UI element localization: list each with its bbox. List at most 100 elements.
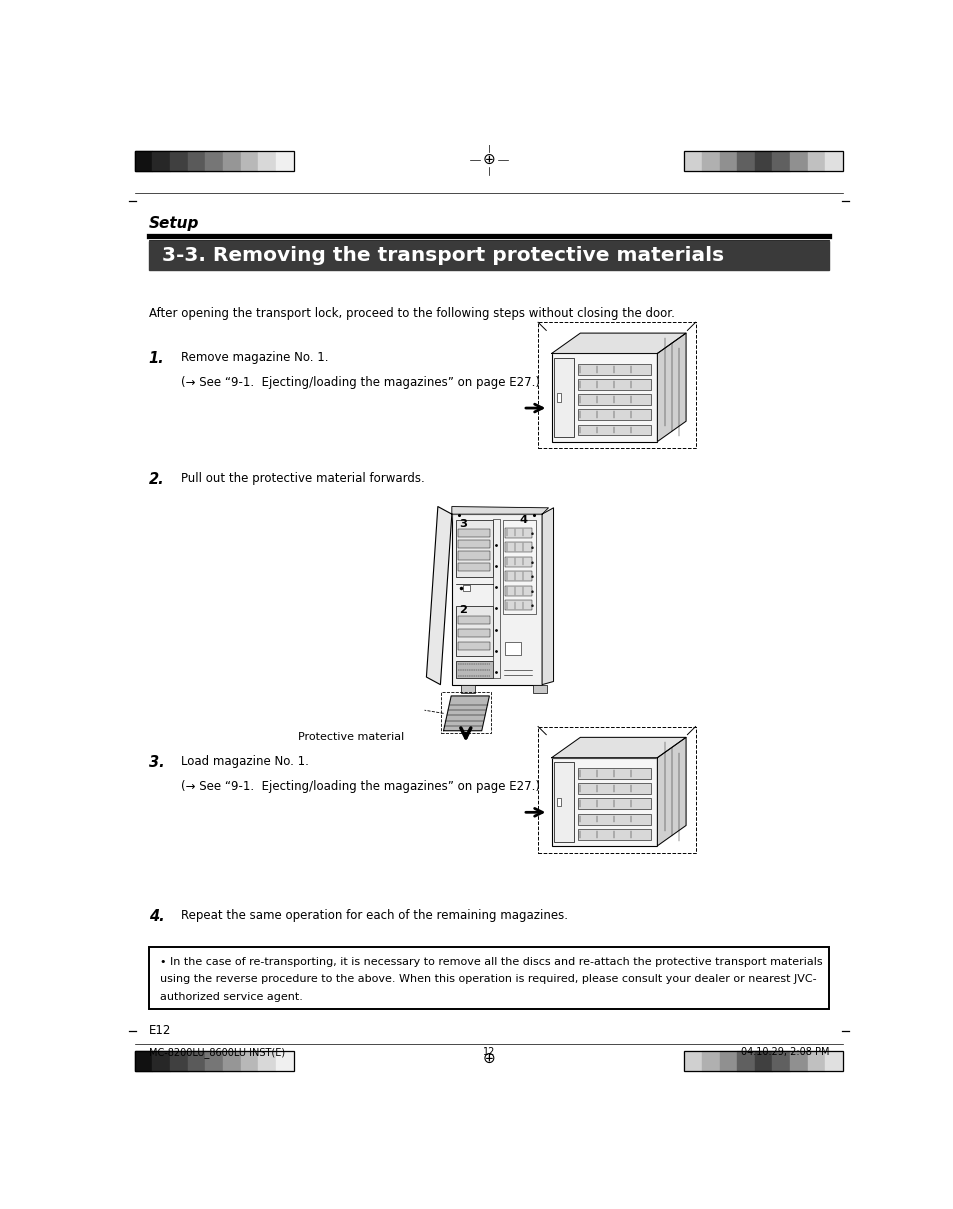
Polygon shape <box>452 507 548 514</box>
Bar <box>807 151 824 172</box>
Bar <box>456 520 492 577</box>
Bar <box>134 1051 152 1071</box>
Bar <box>457 551 490 560</box>
Bar <box>824 151 842 172</box>
Text: E12: E12 <box>149 1024 171 1037</box>
Bar <box>457 615 490 624</box>
Polygon shape <box>551 334 685 353</box>
Bar <box>577 378 650 389</box>
Text: 2.: 2. <box>149 473 164 487</box>
Polygon shape <box>443 696 489 730</box>
Bar <box>577 828 650 840</box>
Bar <box>240 151 258 172</box>
Text: 3: 3 <box>459 519 467 528</box>
Text: 4.: 4. <box>149 909 164 924</box>
Bar <box>456 661 492 678</box>
Bar <box>551 758 657 846</box>
Text: (→ See “9-1.  Ejecting/loading the magazines” on page E27.): (→ See “9-1. Ejecting/loading the magazi… <box>181 376 539 389</box>
Bar <box>505 571 532 582</box>
Bar <box>505 586 532 596</box>
Bar <box>683 151 842 172</box>
Text: Load magazine No. 1.: Load magazine No. 1. <box>181 754 309 768</box>
Bar <box>737 151 754 172</box>
Bar <box>188 151 205 172</box>
Text: 3-3. Removing the transport protective materials: 3-3. Removing the transport protective m… <box>162 245 723 265</box>
Bar <box>789 151 807 172</box>
Text: Protective material: Protective material <box>297 731 403 742</box>
Bar <box>577 410 650 421</box>
Bar <box>452 514 541 684</box>
Bar <box>152 151 170 172</box>
Text: ⊕: ⊕ <box>482 152 495 167</box>
Bar <box>457 562 490 571</box>
Text: 3.: 3. <box>149 754 164 770</box>
Bar <box>772 1051 789 1071</box>
Bar <box>754 151 772 172</box>
Bar <box>440 693 490 733</box>
Bar <box>577 768 650 779</box>
Bar <box>457 528 490 537</box>
Text: 12: 12 <box>482 1047 495 1057</box>
Bar <box>134 151 294 172</box>
Bar <box>457 629 490 637</box>
Text: 1.: 1. <box>149 352 164 366</box>
Polygon shape <box>426 507 452 684</box>
Bar <box>683 1051 701 1071</box>
Bar <box>701 1051 719 1071</box>
Bar <box>532 684 546 694</box>
Text: 04.10.29, 2:08 PM: 04.10.29, 2:08 PM <box>740 1047 828 1057</box>
Bar <box>460 684 475 694</box>
Text: After opening the transport lock, proceed to the following steps without closing: After opening the transport lock, procee… <box>149 307 674 319</box>
Polygon shape <box>541 508 553 684</box>
Bar <box>554 762 573 841</box>
Text: • In the case of re-transporting, it is necessary to remove all the discs and re: • In the case of re-transporting, it is … <box>159 956 821 967</box>
Bar <box>807 1051 824 1071</box>
Bar <box>737 1051 754 1071</box>
Bar <box>134 151 152 172</box>
Bar <box>456 606 492 656</box>
Bar <box>577 394 650 405</box>
Text: Repeat the same operation for each of the remaining magazines.: Repeat the same operation for each of th… <box>181 909 568 922</box>
Text: Remove magazine No. 1.: Remove magazine No. 1. <box>181 352 329 364</box>
Bar <box>457 642 490 650</box>
Bar <box>701 151 719 172</box>
Bar <box>577 364 650 375</box>
Bar <box>205 1051 223 1071</box>
Bar <box>577 783 650 794</box>
Bar <box>719 1051 737 1071</box>
Bar <box>149 948 828 1010</box>
Bar <box>577 814 650 825</box>
Polygon shape <box>657 334 685 441</box>
Bar <box>577 424 650 435</box>
Bar <box>505 642 520 655</box>
Bar <box>275 151 294 172</box>
Bar <box>223 1051 240 1071</box>
Bar <box>152 1051 170 1071</box>
Bar <box>505 542 532 553</box>
Polygon shape <box>551 737 685 758</box>
Bar <box>772 151 789 172</box>
Text: using the reverse procedure to the above. When this operation is required, pleas: using the reverse procedure to the above… <box>159 974 816 984</box>
Bar <box>457 540 490 548</box>
Text: 4: 4 <box>518 515 526 525</box>
Bar <box>754 1051 772 1071</box>
Bar <box>502 520 536 614</box>
Bar <box>205 151 223 172</box>
Bar <box>463 585 469 590</box>
Bar <box>275 1051 294 1071</box>
Bar <box>149 241 828 270</box>
Bar <box>557 798 560 806</box>
Bar <box>258 1051 275 1071</box>
Bar <box>505 527 532 538</box>
Bar <box>824 1051 842 1071</box>
Text: authorized service agent.: authorized service agent. <box>159 993 302 1002</box>
Text: Pull out the protective material forwards.: Pull out the protective material forward… <box>181 473 424 485</box>
Text: (→ See “9-1.  Ejecting/loading the magazines” on page E27.): (→ See “9-1. Ejecting/loading the magazi… <box>181 780 539 793</box>
Text: Setup: Setup <box>149 216 199 231</box>
Bar <box>554 358 573 438</box>
Bar <box>492 519 499 678</box>
Polygon shape <box>657 737 685 846</box>
Text: ⊕: ⊕ <box>482 1051 495 1066</box>
Bar <box>683 1051 842 1071</box>
Bar <box>240 1051 258 1071</box>
